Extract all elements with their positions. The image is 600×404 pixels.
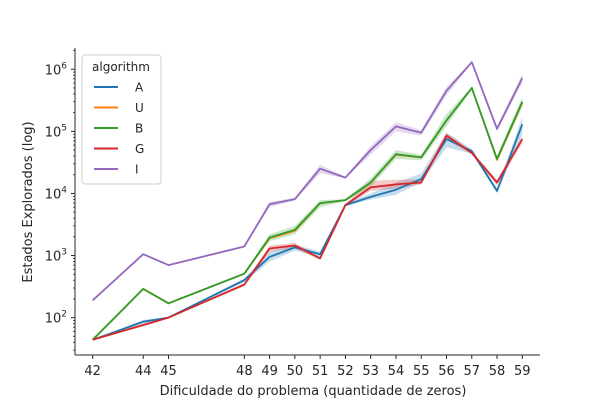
legend-label-u: U — [135, 101, 144, 115]
x-tick-label: 42 — [84, 364, 101, 379]
y-tick-label: 106 — [45, 61, 68, 78]
series-b-line — [92, 87, 524, 341]
x-tick-label: 53 — [362, 364, 379, 379]
legend-label-g: G — [135, 142, 144, 156]
legend-label-i: I — [135, 163, 139, 177]
legend-label-b: B — [135, 122, 143, 136]
x-tick-label: 51 — [312, 364, 329, 379]
y-tick-label: 103 — [45, 248, 67, 265]
x-tick-label: 52 — [337, 364, 354, 379]
x-tick-label: 45 — [160, 364, 177, 379]
x-tick-label: 44 — [135, 364, 152, 379]
y-tick-label: 102 — [45, 310, 67, 327]
legend-label-a: A — [135, 81, 144, 95]
ticks: 42 44 45 48 49 50 51 52 53 54 55 56 57 58 59 102 103 104 1… — [45, 50, 531, 379]
x-tick-label: 58 — [489, 364, 506, 379]
series-b-confidence-band — [92, 86, 523, 340]
x-tick-label: 49 — [261, 364, 278, 379]
series-i-line — [92, 61, 524, 301]
x-tick-label: 56 — [438, 364, 455, 379]
legend-box — [81, 54, 162, 185]
x-tick-label: 57 — [463, 364, 480, 379]
y-tick-label: 104 — [45, 185, 68, 202]
x-tick-label: 54 — [388, 364, 405, 379]
series-g-line — [92, 134, 524, 341]
y-axis-label: Estados Explorados (log) — [21, 121, 36, 282]
x-tick-label: 59 — [514, 364, 531, 379]
legend-title: algorithm — [92, 60, 150, 74]
x-tick-label: 55 — [413, 364, 430, 379]
x-axis-label: Dificuldade do problema (quantidade de z… — [160, 384, 467, 399]
plot-area — [92, 61, 524, 341]
x-tick-label: 48 — [236, 364, 253, 379]
axes — [74, 48, 540, 356]
y-tick-label: 105 — [45, 123, 67, 140]
x-tick-label: 50 — [287, 364, 304, 379]
series-g-confidence-band — [92, 132, 523, 340]
